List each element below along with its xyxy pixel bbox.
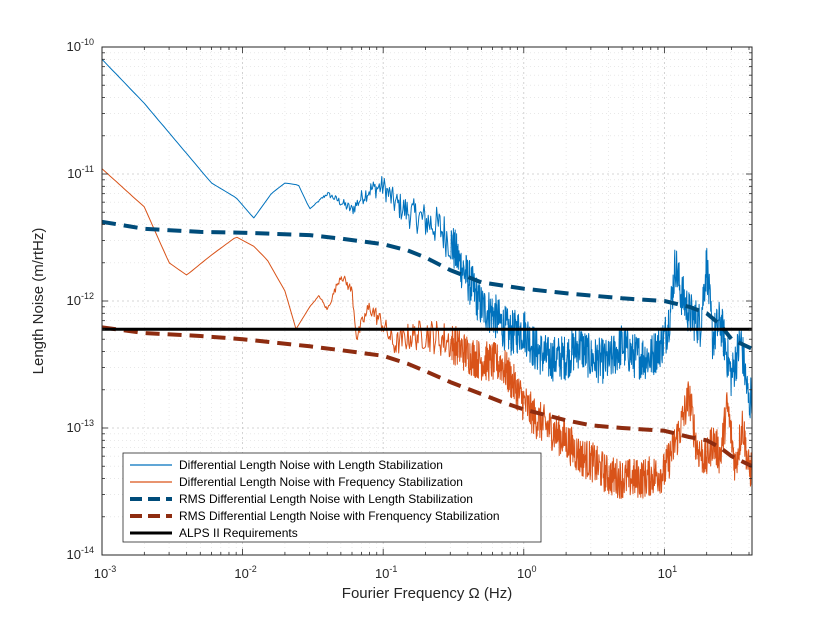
- y-tick-label: 10-10: [67, 37, 94, 54]
- x-tick-label: 10-3: [94, 564, 116, 581]
- x-tick-label: 10-2: [234, 564, 256, 581]
- axis-ticks: [101, 46, 752, 556]
- legend-entry-label: ALPS II Requirements: [179, 526, 298, 540]
- y-tick-label: 10-11: [67, 164, 94, 181]
- y-tick-label: 10-13: [67, 418, 94, 435]
- x-tick-label: 10-1: [375, 564, 397, 581]
- x-axis-label: Fourier Frequency Ω (Hz): [342, 585, 512, 602]
- x-tick-labels: 10-3 10-2 10-1 100 101: [94, 564, 677, 581]
- legend-box: [122, 452, 542, 543]
- series-line-differential-length-noise-with-frequency-stabilization: [102, 168, 752, 499]
- legend-entries: Differential Length Noise with Length St…: [130, 458, 500, 540]
- legend-entry-label: RMS Differential Length Noise with Frenq…: [179, 509, 500, 523]
- legend-entry-label: Differential Length Noise with Length St…: [179, 458, 443, 472]
- series-line-differential-length-noise-with-length-stabilization: [102, 58, 752, 419]
- legend-entry-label: Differential Length Noise with Frequency…: [179, 475, 463, 489]
- y-tick-label: 10-12: [67, 291, 94, 308]
- series-layer: [102, 58, 752, 499]
- legend: Differential Length Noise with Length St…: [122, 452, 542, 543]
- series-line-rms-differential-length-noise-with-frenquency-stabilization: [102, 325, 752, 468]
- y-tick-label: 10-14: [67, 545, 94, 562]
- x-tick-label: 101: [658, 564, 677, 581]
- y-axis-label: Length Noise (m/rtHz): [30, 228, 47, 375]
- y-tick-labels: 10-14 10-13 10-12 10-11 10-10: [67, 37, 94, 562]
- x-tick-label: 100: [517, 564, 536, 581]
- legend-entry-label: RMS Differential Length Noise with Lengt…: [179, 492, 473, 506]
